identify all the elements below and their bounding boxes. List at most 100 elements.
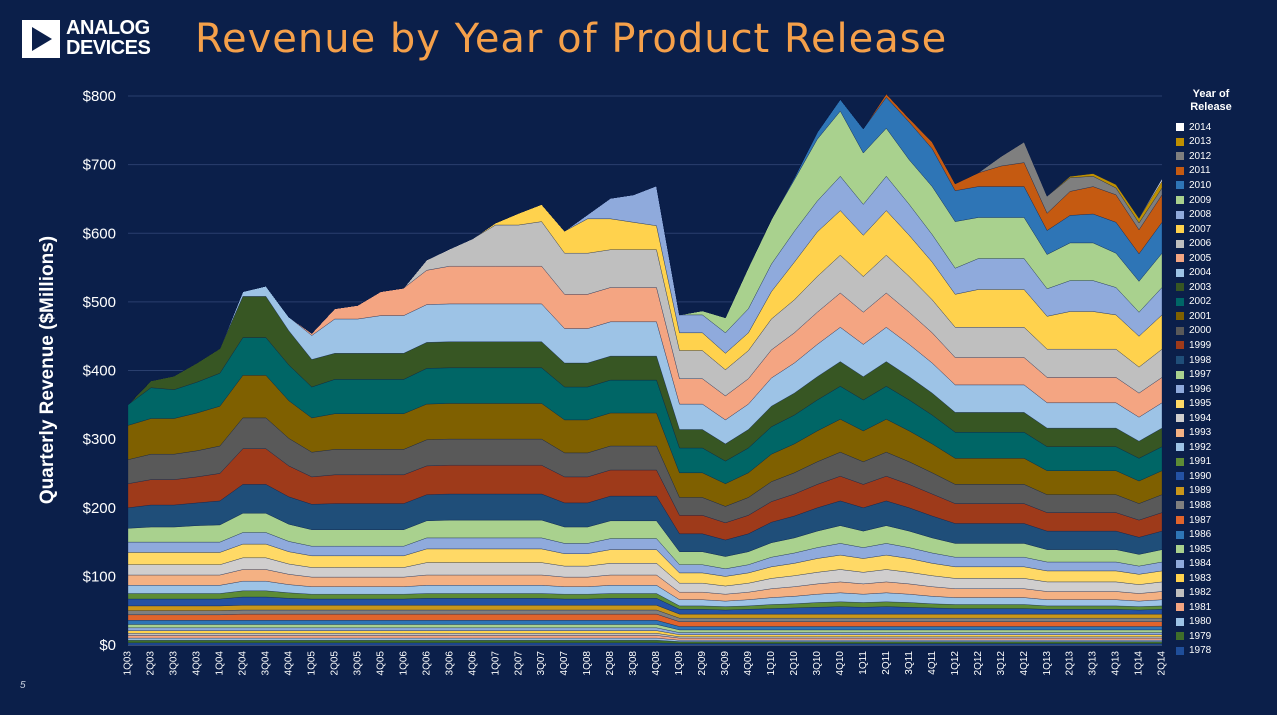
legend-item: 1998 [1176,353,1246,368]
legend-swatch [1176,225,1184,234]
legend-label: 1978 [1189,645,1212,657]
x-tick-label: 2Q10 [789,651,800,676]
legend-label: 1985 [1189,543,1212,555]
x-tick-label: 3Q05 [352,651,363,676]
legend-item: 1983 [1176,571,1246,586]
legend-label: 1988 [1189,499,1212,511]
legend-label: 1998 [1189,354,1212,366]
legend-item: 1999 [1176,338,1246,353]
x-tick-label: 4Q04 [283,651,294,676]
legend-swatch [1176,137,1184,146]
legend-item: 2004 [1176,265,1246,280]
area-series-2014 [127,93,1163,405]
legend-label: 1979 [1189,630,1212,642]
x-tick-label: 4Q06 [467,651,478,676]
legend-swatch [1176,239,1184,248]
legend-label: 2008 [1189,209,1212,221]
legend-swatch [1176,443,1184,452]
legend-item: 2001 [1176,309,1246,324]
legend-item: 2009 [1176,193,1246,208]
legend-swatch [1176,385,1184,394]
legend-label: 2003 [1189,281,1212,293]
legend-swatch [1176,297,1184,306]
legend-item: 1997 [1176,367,1246,382]
legend-swatch [1176,123,1184,132]
x-tick-label: 3Q12 [996,651,1007,676]
x-tick-label: 2Q09 [697,651,708,676]
legend-label: 1984 [1189,558,1212,570]
legend-label: 2012 [1189,150,1212,162]
x-tick-label: 3Q09 [720,651,731,676]
x-tick-label: 1Q13 [1042,651,1053,676]
legend-label: 2014 [1189,121,1212,133]
logo-wordmark: ANALOG DEVICES [66,18,151,58]
x-tick-label: 1Q07 [490,651,501,676]
x-tick-label: 1Q04 [215,651,226,676]
legend-label: 1990 [1189,470,1212,482]
legend-swatch [1176,603,1184,612]
x-tick-label: 3Q11 [904,651,915,675]
legend-label: 2013 [1189,136,1212,148]
x-tick-label: 4Q13 [1111,651,1122,676]
legend-label: 1983 [1189,572,1212,584]
logo-triangle-icon [22,20,60,58]
legend-label: 1992 [1189,441,1212,453]
legend-item: 1985 [1176,542,1246,557]
legend-swatch [1176,268,1184,277]
legend-label: 1980 [1189,616,1212,628]
y-tick-label: $400 [83,363,116,380]
legend-item: 1993 [1176,425,1246,440]
x-tick-label: 2Q07 [513,651,524,676]
y-tick-label: $200 [83,500,116,517]
legend-item: 2000 [1176,324,1246,339]
legend-swatch [1176,254,1184,263]
legend-item: 2006 [1176,236,1246,251]
legend-label: 1994 [1189,412,1212,424]
legend-label: 2000 [1189,325,1212,337]
y-tick-label: $700 [83,157,116,174]
legend-swatch [1176,326,1184,335]
legend-swatch [1176,530,1184,539]
legend-swatch [1176,152,1184,161]
legend-swatch [1176,472,1184,481]
x-tick-label: 2Q11 [881,651,892,675]
page-number: 5 [20,680,26,691]
legend-item: 2008 [1176,207,1246,222]
legend-swatch [1176,559,1184,568]
y-tick-label: $800 [83,88,116,105]
legend-label: 1991 [1189,456,1212,468]
legend-label: 2011 [1189,165,1211,177]
x-tick-label: 1Q06 [398,651,409,676]
legend-swatch [1176,617,1184,626]
legend-swatch [1176,545,1184,554]
x-tick-label: 4Q10 [835,651,846,676]
legend-label: 1986 [1189,529,1212,541]
legend-item: 2014 [1176,120,1246,135]
x-tick-label: 4Q03 [192,651,203,676]
legend-swatch [1176,341,1184,350]
legend-item: 1991 [1176,455,1246,470]
legend-swatch [1176,210,1184,219]
legend-label: 1995 [1189,398,1212,410]
legend-swatch [1176,428,1184,437]
legend-swatch [1176,486,1184,495]
x-tick-label: 4Q05 [375,651,386,676]
legend-swatch [1176,399,1184,408]
x-tick-label: 2Q08 [605,651,616,676]
legend-swatch [1176,588,1184,597]
legend-item: 1982 [1176,586,1246,601]
legend-item: 1994 [1176,411,1246,426]
legend-label: 2002 [1189,296,1212,308]
legend-title: Year of Release [1190,88,1232,113]
x-tick-label: 4Q07 [559,651,570,676]
x-tick-label: 2Q13 [1065,651,1076,676]
legend-label: 2006 [1189,238,1212,250]
x-tick-label: 1Q10 [766,651,777,676]
x-tick-label: 4Q12 [1019,651,1030,676]
legend-item: 1996 [1176,382,1246,397]
legend-item: 1980 [1176,615,1246,630]
x-tick-label: 2Q14 [1157,651,1168,676]
legend-swatch [1176,181,1184,190]
legend-swatch [1176,501,1184,510]
legend-swatch [1176,196,1184,204]
